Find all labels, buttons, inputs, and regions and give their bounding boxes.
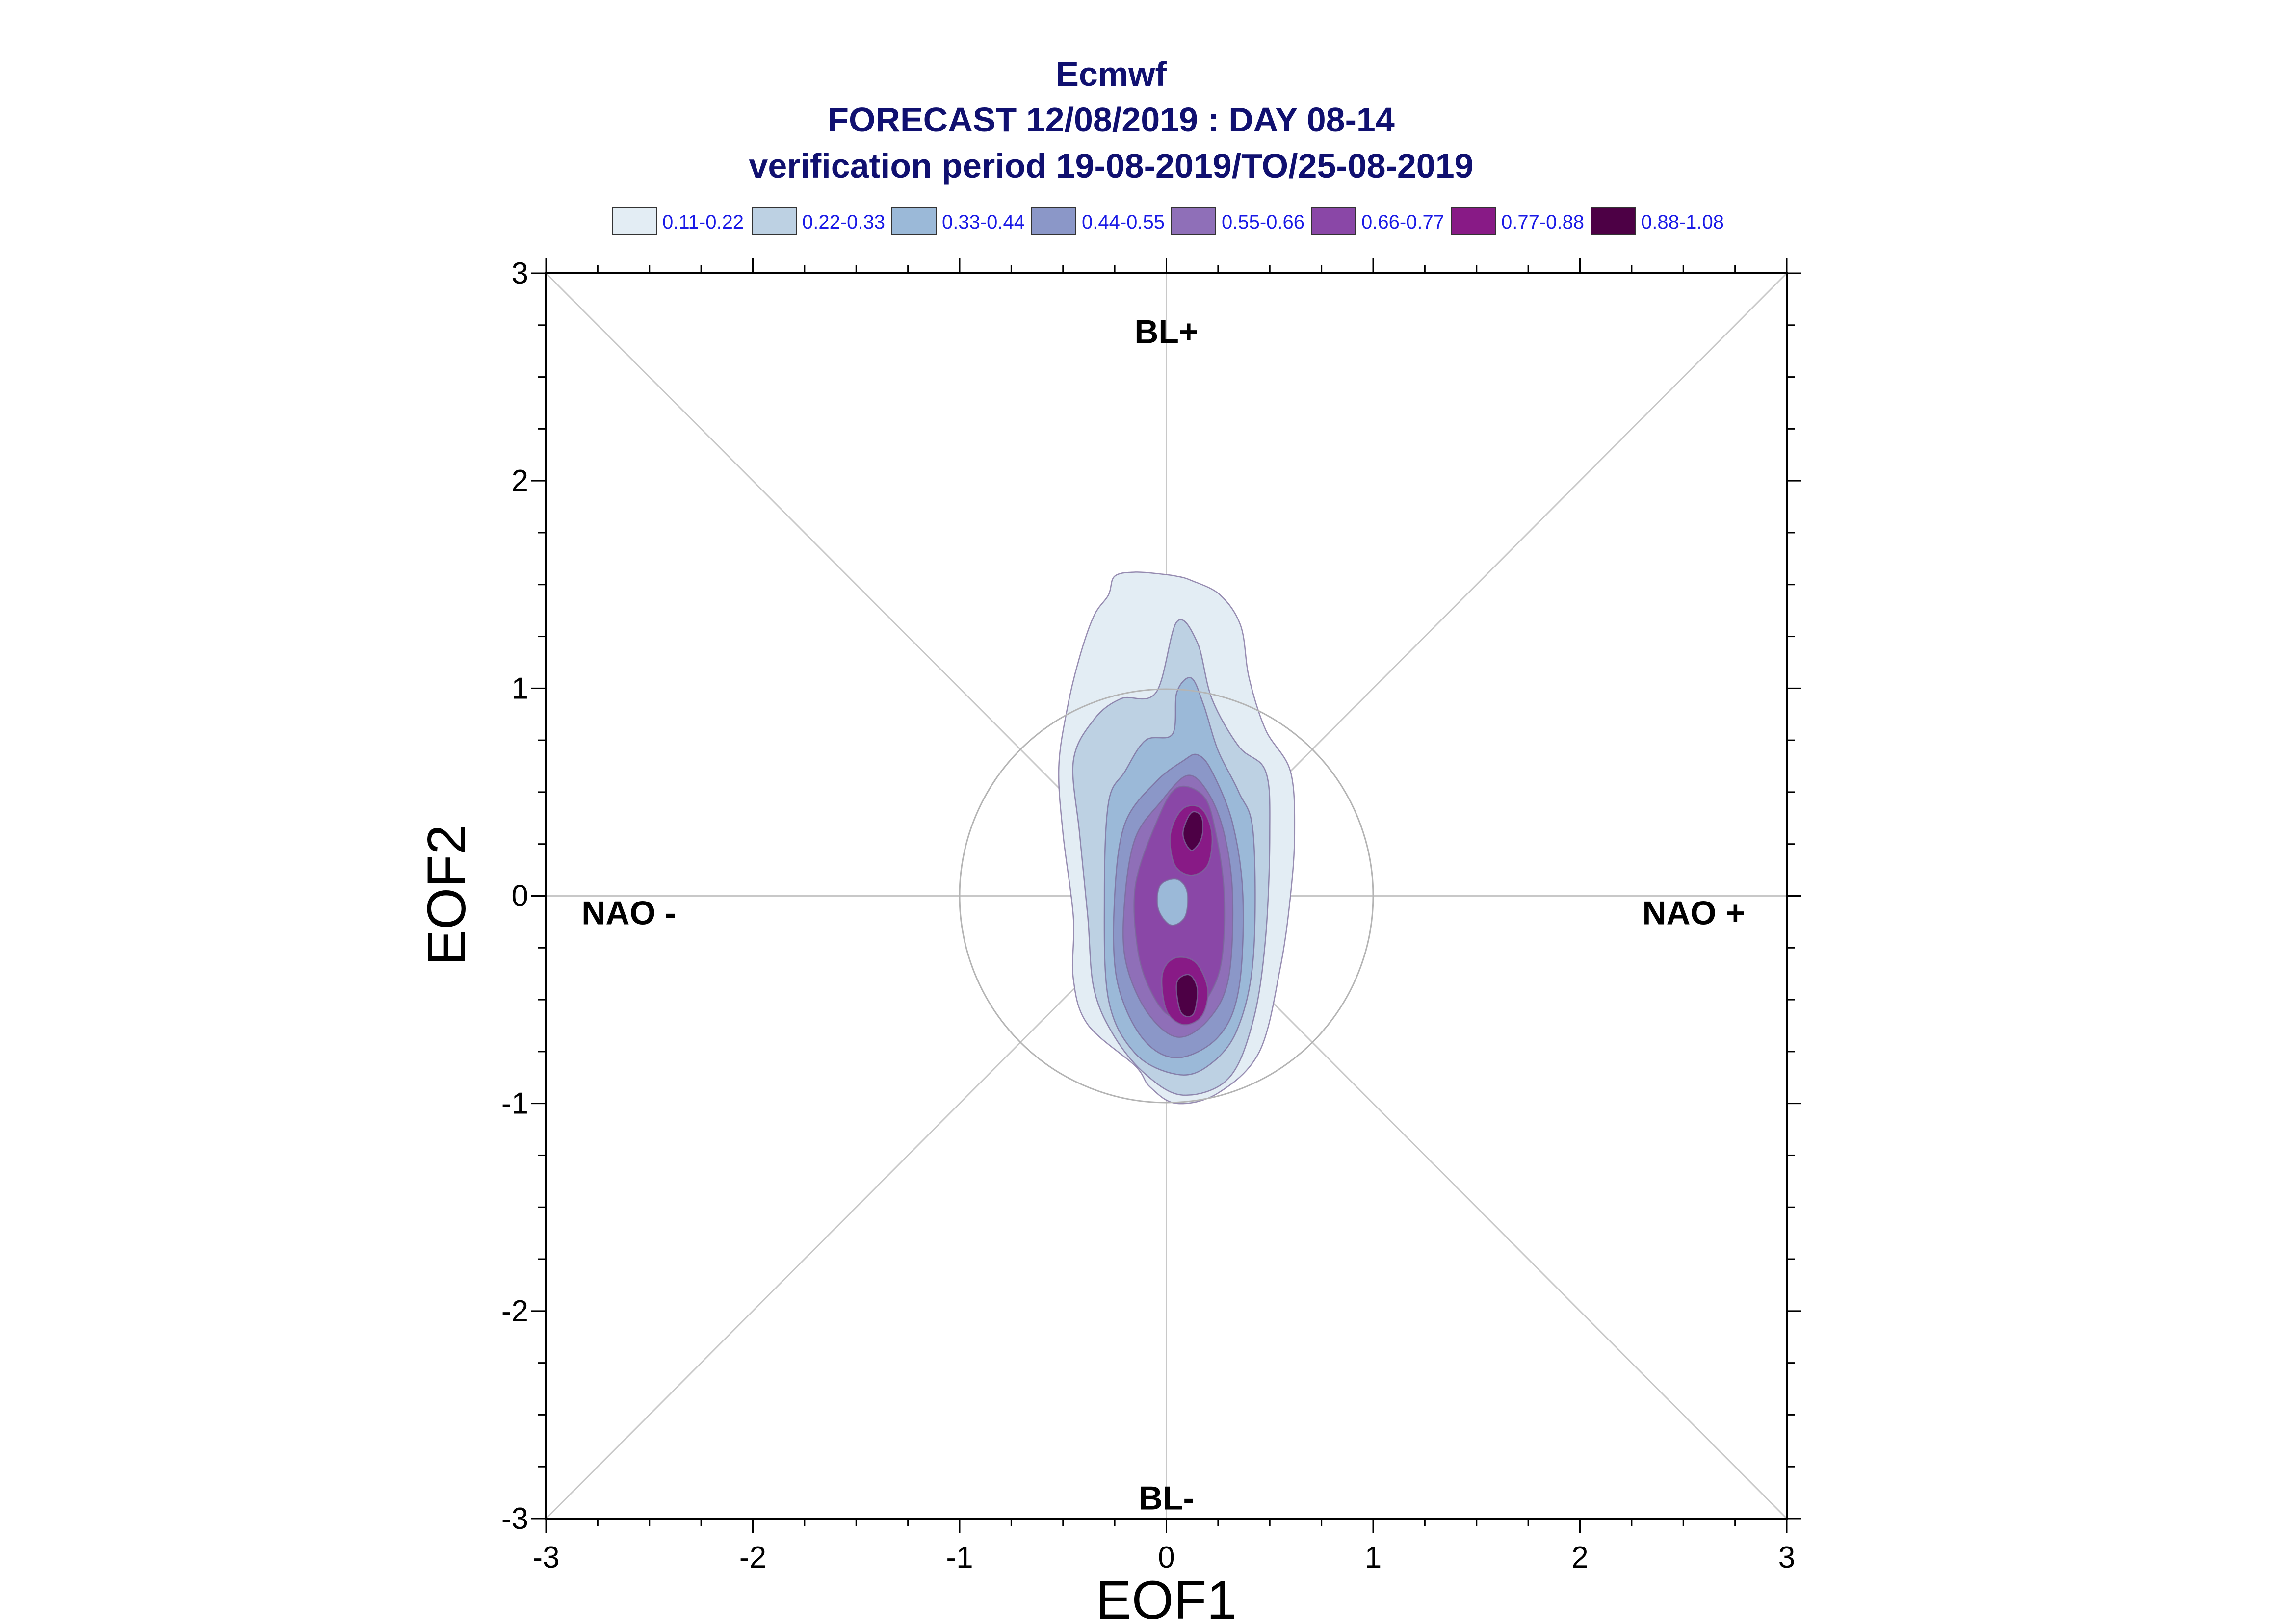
legend-entry: 0.66-0.77: [1311, 207, 1444, 235]
x-axis-label: EOF1: [1095, 1570, 1236, 1624]
contour-region: [1156, 878, 1189, 926]
title-line-2: FORECAST 12/08/2019 : DAY 08-14: [828, 101, 1395, 139]
x-tick-label: 3: [1778, 1541, 1795, 1574]
x-tick-label: 1: [1365, 1541, 1382, 1574]
legend-swatch: [752, 207, 797, 235]
x-tick-label: 0: [1158, 1541, 1174, 1574]
regime-label: BL+: [1134, 313, 1198, 350]
x-tick-label: -1: [946, 1541, 973, 1574]
x-tick-label: 2: [1571, 1541, 1588, 1574]
reference-circle: [959, 688, 1374, 1104]
y-tick-label: -2: [501, 1294, 528, 1328]
plot-area: -3 -2 -1 0 1 2 3 -3 -2 -1 0 1 2 3 BL+ BL- NAO - NAO +: [501, 257, 1801, 1574]
y-tick-label: 0: [512, 879, 528, 913]
regime-label: NAO -: [581, 894, 676, 931]
legend-entry: 0.11-0.22: [612, 207, 744, 235]
contour-region: [1175, 974, 1199, 1017]
legend-label: 0.88-1.08: [1641, 211, 1724, 233]
title-line-3: verification period 19-08-2019/TO/25-08-…: [749, 147, 1473, 185]
legend-entry: 0.77-0.88: [1451, 207, 1584, 235]
y-tick-label: 3: [512, 257, 528, 290]
contour-region: [1182, 811, 1204, 851]
y-tick-label: 2: [512, 464, 528, 498]
legend-swatch: [1591, 207, 1636, 235]
legend: 0.11-0.22 0.22-0.33 0.33-0.44 0.44-0.55 0.55…: [612, 207, 1724, 235]
legend-label: 0.66-0.77: [1361, 211, 1444, 233]
legend-swatch: [891, 207, 937, 235]
legend-label: 0.77-0.88: [1501, 211, 1584, 233]
legend-entry: 0.88-1.08: [1591, 207, 1724, 235]
legend-label: 0.55-0.66: [1222, 211, 1304, 233]
x-tick-label: -3: [532, 1541, 559, 1574]
regime-label: BL-: [1139, 1480, 1194, 1517]
legend-swatch: [1311, 207, 1356, 235]
legend-swatch: [612, 207, 657, 235]
x-tick-label: -2: [739, 1541, 766, 1574]
y-tick-label: -3: [501, 1502, 528, 1536]
legend-entry: 0.55-0.66: [1171, 207, 1304, 235]
legend-label: 0.33-0.44: [942, 211, 1025, 233]
legend-entry: 0.44-0.55: [1031, 207, 1165, 235]
legend-swatch: [1031, 207, 1076, 235]
legend-entry: 0.33-0.44: [891, 207, 1025, 235]
legend-swatch: [1451, 207, 1496, 235]
y-tick-label: -1: [501, 1087, 528, 1121]
title: Ecmwf FORECAST 12/08/2019 : DAY 08-14 ve…: [749, 55, 1473, 185]
legend-label: 0.44-0.55: [1082, 211, 1165, 233]
regime-label: NAO +: [1642, 894, 1745, 931]
y-axis-label: EOF2: [417, 825, 477, 965]
legend-label: 0.11-0.22: [662, 211, 744, 233]
legend-label: 0.22-0.33: [802, 211, 885, 233]
y-tick-label: 1: [512, 671, 528, 705]
legend-entry: 0.22-0.33: [752, 207, 885, 235]
title-line-1: Ecmwf: [1056, 55, 1167, 93]
legend-swatch: [1171, 207, 1216, 235]
